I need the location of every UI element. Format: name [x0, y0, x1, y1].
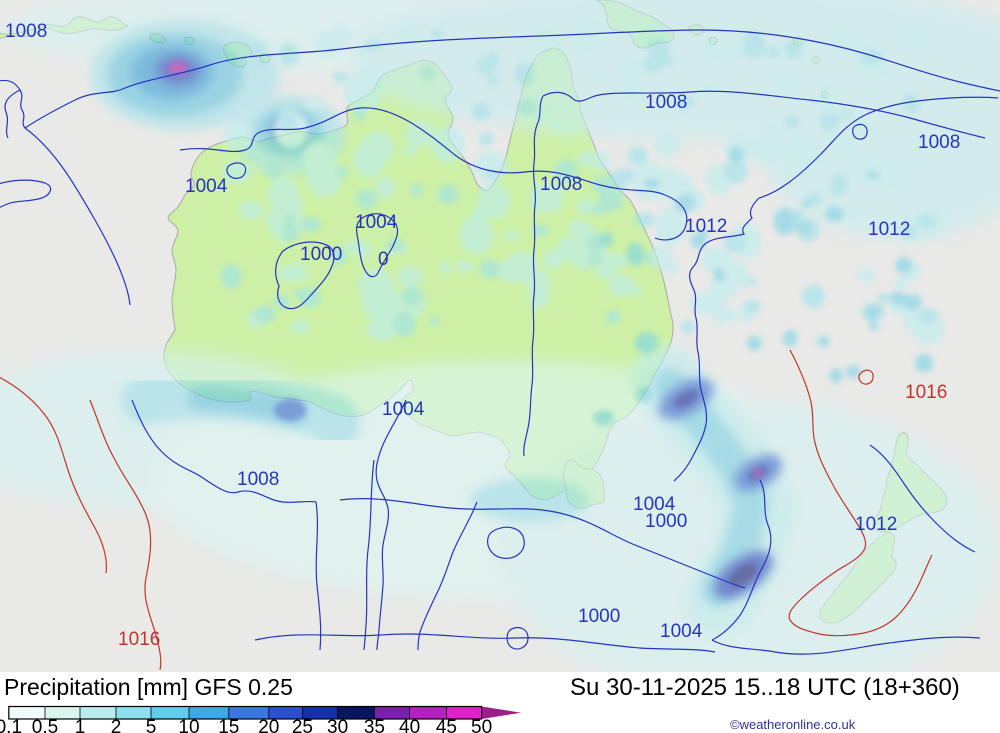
svg-text:1004: 1004 — [660, 621, 703, 642]
svg-text:1016: 1016 — [905, 382, 947, 403]
svg-text:1012: 1012 — [685, 216, 727, 237]
svg-text:2: 2 — [111, 717, 122, 733]
svg-text:1000: 1000 — [578, 606, 620, 627]
svg-text:45: 45 — [436, 717, 457, 733]
svg-text:Precipitation [mm] GFS 0.25: Precipitation [mm] GFS 0.25 — [4, 674, 293, 700]
svg-text:5: 5 — [146, 717, 157, 733]
svg-text:1000: 1000 — [645, 511, 687, 532]
svg-text:1008: 1008 — [5, 21, 47, 42]
svg-text:1008: 1008 — [540, 174, 582, 195]
svg-text:1: 1 — [75, 717, 86, 733]
svg-text:1004: 1004 — [382, 399, 425, 420]
svg-text:1012: 1012 — [868, 219, 910, 240]
svg-text:1008: 1008 — [645, 92, 687, 113]
svg-text:1004: 1004 — [355, 212, 398, 233]
svg-text:©weatheronline.co.uk: ©weatheronline.co.uk — [730, 717, 856, 732]
svg-text:10: 10 — [178, 717, 199, 733]
svg-text:35: 35 — [364, 717, 385, 733]
svg-text:25: 25 — [292, 717, 313, 733]
svg-text:Su 30-11-2025 15..18 UTC (18+3: Su 30-11-2025 15..18 UTC (18+360) — [570, 674, 960, 701]
svg-text:0: 0 — [378, 249, 389, 270]
svg-text:1008: 1008 — [237, 469, 279, 490]
svg-text:15: 15 — [218, 717, 239, 733]
svg-text:20: 20 — [258, 717, 279, 733]
svg-text:30: 30 — [327, 717, 348, 733]
svg-text:1012: 1012 — [855, 514, 897, 535]
svg-text:1004: 1004 — [185, 176, 228, 197]
svg-text:50: 50 — [471, 717, 492, 733]
svg-text:1008: 1008 — [918, 132, 960, 153]
svg-text:1016: 1016 — [118, 629, 160, 650]
svg-text:1000: 1000 — [300, 244, 342, 265]
svg-text:0.5: 0.5 — [32, 717, 58, 733]
svg-text:0.1: 0.1 — [0, 717, 22, 733]
svg-text:40: 40 — [399, 717, 420, 733]
